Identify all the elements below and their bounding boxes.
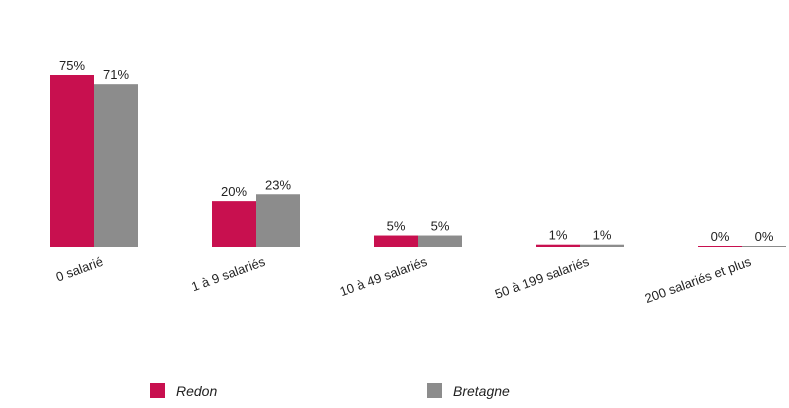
x-tick-label: 200 salariés et plus (643, 254, 754, 307)
bar (742, 246, 786, 247)
x-tick-label: 1 à 9 salariés (189, 254, 267, 295)
value-label: 1% (593, 228, 612, 243)
bar (50, 75, 94, 247)
bar (94, 84, 138, 247)
legend-label: Bretagne (453, 383, 510, 399)
x-tick-label: 50 à 199 salariés (493, 254, 592, 302)
bar (536, 244, 580, 247)
value-label: 0% (755, 229, 774, 244)
value-label: 75% (59, 58, 85, 73)
value-label: 71% (103, 67, 129, 82)
value-label: 5% (387, 219, 406, 234)
legend-swatch (150, 383, 165, 398)
bar (580, 244, 624, 247)
x-tick-label: 10 à 49 salariés (338, 254, 430, 300)
value-label: 0% (711, 229, 730, 244)
x-tick-label: 0 salarié (54, 254, 105, 285)
bar (418, 235, 462, 247)
bar (212, 201, 256, 247)
value-label: 1% (549, 228, 568, 243)
bar (256, 194, 300, 247)
value-label: 20% (221, 184, 247, 199)
bar (698, 246, 742, 247)
value-label: 23% (265, 177, 291, 192)
legend-swatch (427, 383, 442, 398)
value-label: 5% (431, 219, 450, 234)
bar (374, 235, 418, 247)
legend-label: Redon (176, 383, 217, 399)
